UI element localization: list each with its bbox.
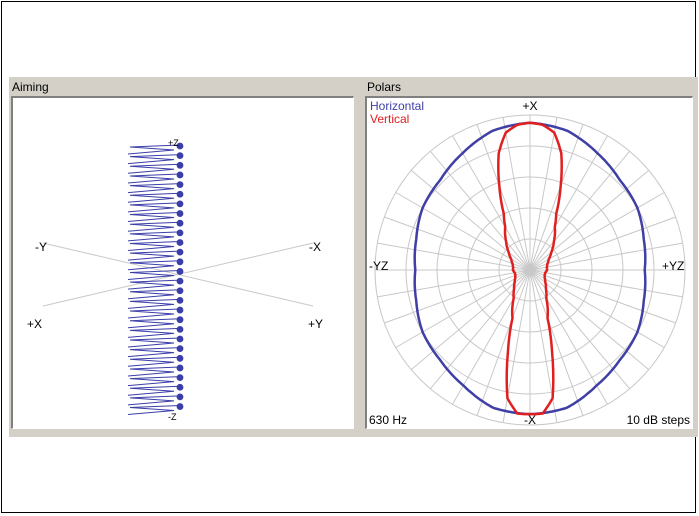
array-element <box>127 239 184 251</box>
array-element <box>127 210 184 223</box>
legend-horizontal: Horizontal <box>370 99 424 113</box>
array-element <box>127 335 184 348</box>
array-element <box>127 219 184 232</box>
polar-spoke <box>452 135 531 271</box>
array-element <box>127 268 184 280</box>
polar-spoke <box>529 216 676 271</box>
polar-grid <box>374 114 686 426</box>
array-element <box>127 354 184 367</box>
array-element <box>127 171 184 184</box>
array-element <box>127 161 184 174</box>
polars-view[interactable]: Horizontal Vertical +X -X -YZ +YZ 630 Hz… <box>365 96 693 429</box>
aiming-view[interactable]: -Y -X +X +Y +Z -Z <box>11 96 354 429</box>
array-element <box>127 190 184 203</box>
polar-label-minus-x: -X <box>524 413 536 427</box>
polar-spoke <box>502 117 531 271</box>
frequency-label: 630 Hz <box>369 413 407 427</box>
array-element <box>127 277 184 290</box>
array-element <box>127 383 184 396</box>
aim-label-plus-x: +X <box>27 317 42 331</box>
vertical-polar-curve <box>497 121 563 416</box>
polar-spoke <box>384 269 531 324</box>
array-element <box>127 403 184 416</box>
aiming-title: Aiming <box>12 80 49 94</box>
polars-title: Polars <box>367 80 402 94</box>
array-element <box>127 152 184 165</box>
axis-line-x <box>42 242 314 307</box>
polar-spoke <box>384 216 531 271</box>
polar-spoke <box>395 269 531 348</box>
array-element <box>127 374 184 387</box>
array-element <box>127 181 184 194</box>
polar-spoke <box>452 269 531 405</box>
array-element <box>127 316 184 329</box>
array-element <box>127 297 184 309</box>
polar-spoke <box>476 124 531 271</box>
polar-spoke <box>476 269 531 416</box>
aim-label-minus-z: -Z <box>168 412 177 422</box>
array-element <box>127 229 184 242</box>
aiming-canvas: -Y -X +X +Y +Z -Z <box>27 138 323 422</box>
polar-label-plus-x: +X <box>522 99 537 113</box>
aiming-axes <box>42 242 314 307</box>
polar-spoke <box>529 269 665 348</box>
polar-spoke <box>529 269 683 298</box>
legend-vertical: Vertical <box>370 112 409 126</box>
polar-chart: Horizontal Vertical +X -X -YZ +YZ 630 Hz… <box>369 99 690 427</box>
array-element <box>127 258 184 271</box>
polar-spoke <box>529 242 683 271</box>
array-element <box>127 142 184 155</box>
array-element <box>127 200 184 213</box>
polar-spoke <box>395 192 531 271</box>
array-element <box>127 325 184 338</box>
polar-spoke <box>529 269 676 324</box>
aim-label-plus-z: +Z <box>168 138 179 148</box>
array-element <box>127 248 184 261</box>
polar-spoke <box>529 269 650 371</box>
speaker-array <box>127 142 184 416</box>
polar-spoke <box>377 269 531 298</box>
polar-spoke <box>529 269 608 405</box>
polar-label-minus-yz: -YZ <box>369 259 388 273</box>
polar-spoke <box>529 192 665 271</box>
step-label: 10 dB steps <box>627 413 690 427</box>
array-element <box>127 306 184 319</box>
array-element <box>127 364 184 377</box>
polar-spoke <box>529 124 584 271</box>
polar-spoke <box>529 117 558 271</box>
aim-label-minus-y: -Y <box>35 240 47 254</box>
array-element <box>127 393 184 406</box>
aim-label-plus-y: +Y <box>308 317 323 331</box>
polar-spoke <box>529 269 584 416</box>
array-element <box>127 345 184 358</box>
polar-spoke <box>529 135 608 271</box>
aim-label-minus-x: -X <box>309 240 321 254</box>
array-element <box>127 287 184 300</box>
polar-label-plus-yz: +YZ <box>662 259 684 273</box>
polar-spoke <box>410 269 531 371</box>
polar-spoke <box>377 242 531 271</box>
